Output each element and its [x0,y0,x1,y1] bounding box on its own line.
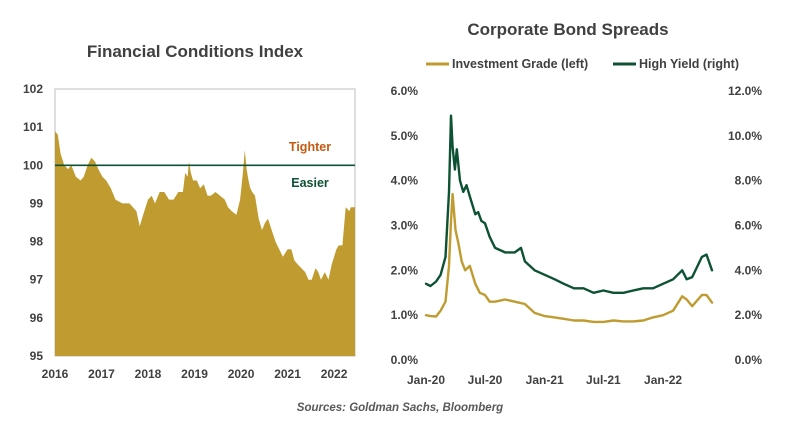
spreads-left-tick-label: 2.0% [391,263,419,277]
spreads-right-tick-label: 10.0% [728,129,762,143]
legend-label-ig: Investment Grade (left) [452,57,588,71]
fci-y-tick-label: 96 [30,311,44,325]
fci-chart: Financial Conditions Index Tighter Easie… [23,42,356,381]
fci-y-tick-label: 99 [30,196,44,210]
fci-area [55,131,355,356]
spreads-legend: Investment Grade (left) High Yield (righ… [426,57,739,71]
easier-label: Easier [291,176,329,190]
spreads-title: Corporate Bond Spreads [467,20,668,39]
spreads-left-tick-label: 3.0% [391,219,419,233]
fci-y-tick-label: 102 [23,82,43,96]
spreads-left-tick-label: 5.0% [391,129,419,143]
spreads-x-tick-label: Jan-21 [526,373,564,387]
spreads-left-tick-label: 1.0% [391,308,419,322]
investment-grade-line [424,192,714,324]
spreads-x-axis: Jan-20 Jul-20 Jan-21 Jul-21 Jan-22 [407,373,682,387]
spreads-left-tick-label: 0.0% [391,353,419,367]
fci-x-tick-label: 2018 [135,367,162,381]
spreads-right-tick-label: 4.0% [735,263,763,277]
spreads-right-axis: 0.0% 2.0% 4.0% 6.0% 8.0% 10.0% 12.0% [728,84,762,367]
fci-y-tick-label: 98 [30,235,44,249]
fci-y-tick-label: 100 [23,158,43,172]
fci-y-tick-label: 101 [23,120,43,134]
fci-x-tick-label: 2016 [42,367,69,381]
spreads-right-tick-label: 12.0% [728,84,762,98]
fci-x-tick-label: 2019 [181,367,208,381]
fci-area-layer [55,131,355,356]
spreads-x-tick-label: Jan-20 [407,373,445,387]
spreads-lines [424,114,714,324]
fci-y-tick-label: 97 [30,273,44,287]
fci-x-tick-label: 2020 [228,367,255,381]
fci-title: Financial Conditions Index [87,42,304,61]
fci-x-axis: 2016 2017 2018 2019 2020 2021 2022 [42,367,348,381]
spreads-chart: Corporate Bond Spreads Investment Grade … [391,20,763,387]
fci-y-axis: 95 96 97 98 99 100 101 102 [23,82,43,363]
spreads-right-tick-label: 0.0% [735,353,763,367]
spreads-left-tick-label: 6.0% [391,84,419,98]
legend-label-hy: High Yield (right) [639,57,739,71]
source-note: Sources: Goldman Sachs, Bloomberg [296,402,504,414]
fci-y-tick-label: 95 [30,349,44,363]
high-yield-line [424,114,714,294]
spreads-right-tick-label: 2.0% [735,308,763,322]
spreads-left-axis: 0.0% 1.0% 2.0% 3.0% 4.0% 5.0% 6.0% [391,84,419,367]
spreads-right-tick-label: 6.0% [735,219,763,233]
fci-x-tick-label: 2021 [274,367,301,381]
spreads-x-tick-label: Jul-20 [468,373,503,387]
fci-x-tick-label: 2022 [321,367,348,381]
spreads-left-tick-label: 4.0% [391,174,419,188]
spreads-right-tick-label: 8.0% [735,174,763,188]
spreads-x-tick-label: Jul-21 [586,373,621,387]
spreads-x-tick-label: Jan-22 [644,373,682,387]
tighter-label: Tighter [289,140,331,154]
fci-x-tick-label: 2017 [88,367,115,381]
